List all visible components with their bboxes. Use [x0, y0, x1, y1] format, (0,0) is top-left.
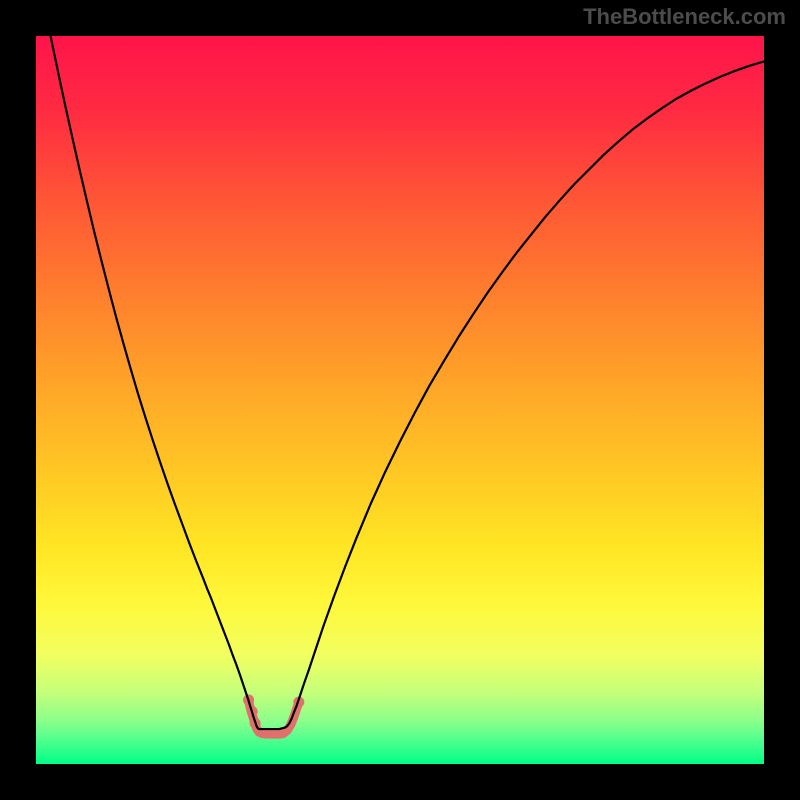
chart-curve [36, 36, 764, 764]
watermark-text: TheBottleneck.com [583, 4, 786, 30]
bottleneck-curve [36, 36, 764, 729]
plot-area [36, 36, 764, 764]
